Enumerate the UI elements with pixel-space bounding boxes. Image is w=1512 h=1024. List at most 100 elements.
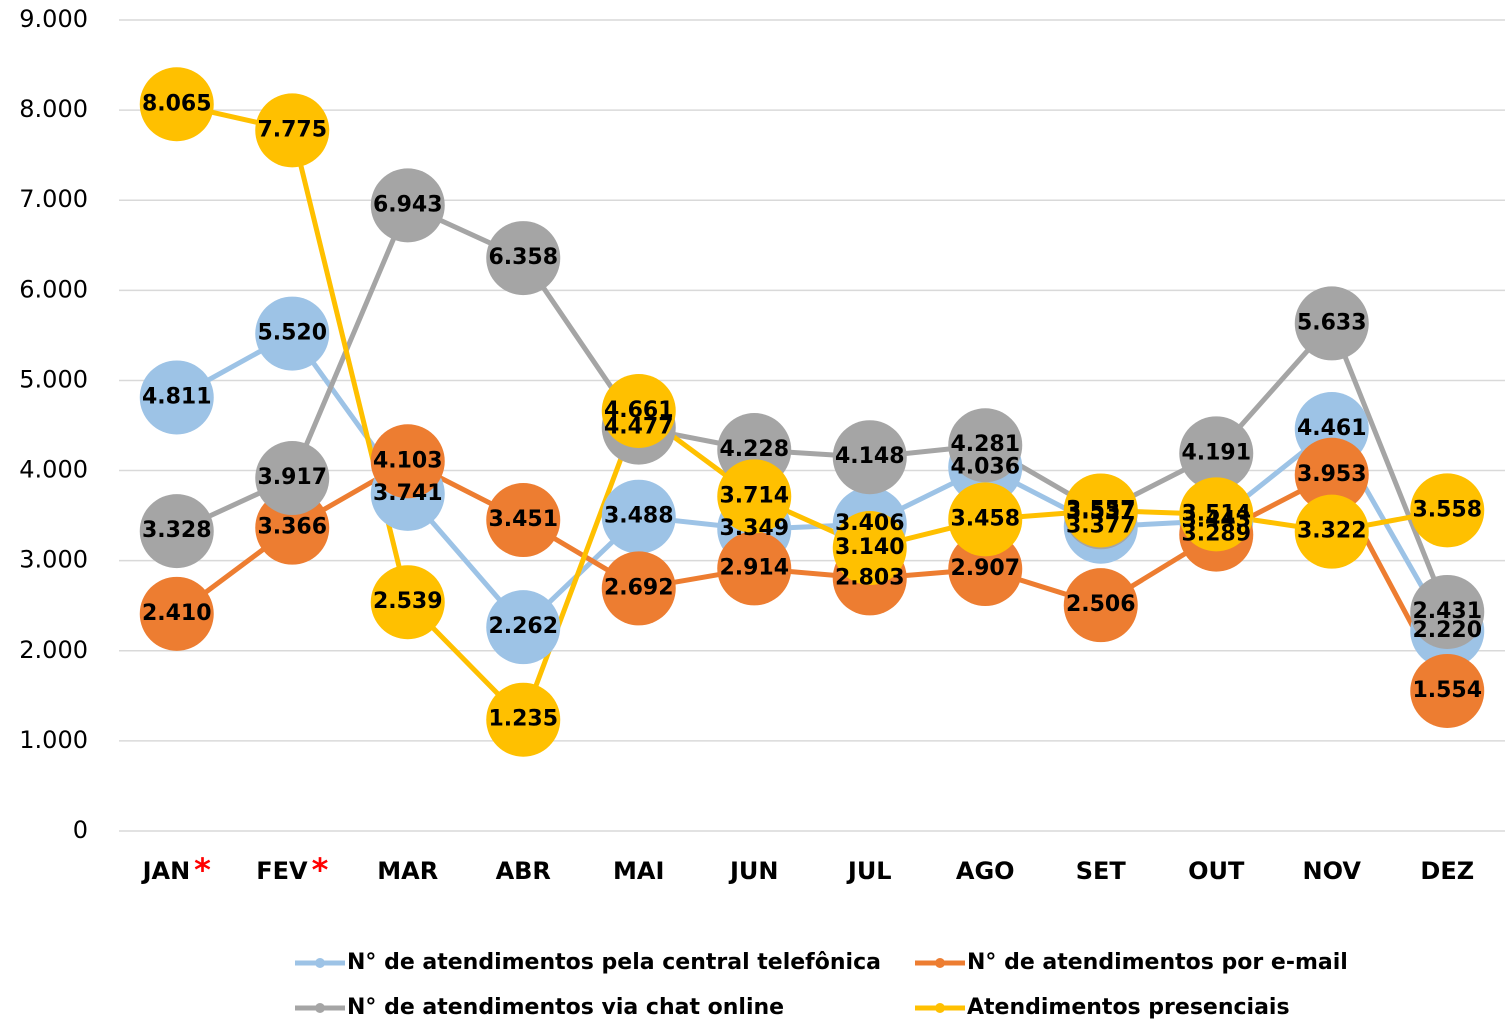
data-point [370, 565, 445, 640]
data-label: 3.714 [719, 483, 789, 508]
x-tick-label: OUT [1188, 857, 1245, 885]
data-label: 2.914 [719, 555, 789, 580]
data-point [370, 168, 445, 243]
legend-label: N° de atendimentos pela central telefôni… [347, 950, 881, 975]
data-point [1410, 653, 1485, 728]
data-point [717, 531, 792, 606]
series-line [175, 202, 1450, 613]
x-tick-label: MAI [613, 857, 664, 885]
y-tick-label: 8.000 [19, 95, 88, 123]
y-tick-label: 9.000 [19, 5, 88, 33]
data-label: 3.953 [1297, 462, 1367, 487]
data-point [139, 67, 214, 142]
data-label: 5.633 [1297, 310, 1367, 335]
legend-marker [315, 958, 325, 968]
data-label: 4.477 [604, 415, 674, 440]
data-point [139, 494, 214, 569]
data-label: 3.514 [1181, 501, 1251, 526]
data-point [370, 424, 445, 499]
data-point [601, 373, 676, 448]
data-label: 3.289 [1181, 522, 1251, 547]
category-name: OUT [1188, 857, 1245, 885]
data-point [948, 408, 1023, 483]
data-label: 1.235 [488, 707, 558, 732]
y-tick-label: 4.000 [19, 456, 88, 484]
data-label: 3.140 [835, 535, 905, 560]
x-tick-label: DEZ [1420, 857, 1474, 885]
data-label: 3.377 [1066, 514, 1136, 539]
data-point [1410, 574, 1485, 649]
y-tick-label: 5.000 [19, 365, 88, 393]
data-label: 6.943 [373, 192, 443, 217]
data-label: 3.917 [257, 465, 327, 490]
data-point [1294, 437, 1369, 512]
data-point [486, 483, 561, 558]
data-label: 7.775 [257, 117, 327, 142]
data-point [717, 459, 792, 534]
data-point [255, 296, 330, 371]
data-label: 2.692 [604, 575, 674, 600]
data-label: 3.741 [373, 481, 443, 506]
y-tick-label: 1.000 [19, 726, 88, 754]
data-point [1294, 494, 1369, 569]
x-tick-label: MAR [377, 857, 438, 885]
data-point [1179, 416, 1254, 491]
data-point [255, 441, 330, 516]
data-label: 2.539 [373, 589, 443, 614]
data-point [1294, 286, 1369, 361]
data-label: 4.461 [1297, 416, 1367, 441]
y-tick-label: 7.000 [19, 185, 88, 213]
x-tick-label: JAN * [141, 851, 212, 889]
data-label: 3.322 [1297, 519, 1367, 544]
series-line [175, 458, 1450, 693]
category-name: MAI [613, 857, 664, 885]
data-label: 2.410 [142, 601, 212, 626]
category-name: DEZ [1420, 857, 1474, 885]
data-point [486, 682, 561, 757]
legend-marker [935, 1003, 945, 1013]
data-label: 3.443 [1181, 508, 1251, 533]
data-label: 6.358 [488, 245, 558, 270]
data-label: 4.148 [835, 444, 905, 469]
data-point [832, 511, 907, 586]
data-label: 2.431 [1412, 599, 1482, 624]
series-line [176, 101, 1448, 723]
y-tick-label: 6.000 [19, 275, 88, 303]
data-point [139, 576, 214, 651]
data-label: 4.228 [719, 437, 789, 462]
data-label: 3.328 [142, 518, 212, 543]
data-label: 3.366 [257, 515, 327, 540]
category-name: AGO [956, 857, 1015, 885]
data-label: 3.349 [719, 516, 789, 541]
data-point [601, 551, 676, 626]
data-label: 4.103 [373, 448, 443, 473]
y-tick-label: 3.000 [19, 546, 88, 574]
data-point [948, 482, 1023, 557]
y-tick-label: 2.000 [19, 636, 88, 664]
legend-label: Atendimentos presenciais [967, 995, 1290, 1020]
x-tick-label: JUL [846, 857, 892, 885]
data-label: 2.220 [1412, 618, 1482, 643]
data-label: 3.406 [835, 511, 905, 536]
data-label: 3.458 [950, 506, 1020, 531]
data-point [486, 221, 561, 296]
data-label: 4.281 [950, 432, 1020, 457]
data-point [832, 420, 907, 495]
data-label: 3.451 [488, 507, 558, 532]
data-label: 4.036 [950, 454, 1020, 479]
data-label: 2.506 [1066, 592, 1136, 617]
legend-label: N° de atendimentos via chat online [347, 995, 784, 1020]
category-note: * [312, 851, 329, 889]
data-label: 8.065 [142, 91, 212, 116]
data-label: 4.191 [1181, 440, 1251, 465]
y-tick-label: 0 [73, 816, 88, 844]
category-name: ABR [496, 857, 551, 885]
data-point [486, 590, 561, 665]
data-point [1179, 477, 1254, 552]
x-tick-label: FEV * [256, 851, 328, 889]
data-label: 4.811 [142, 384, 212, 409]
data-label: 2.803 [835, 565, 905, 590]
data-point [1410, 473, 1485, 548]
category-note: * [194, 851, 211, 889]
